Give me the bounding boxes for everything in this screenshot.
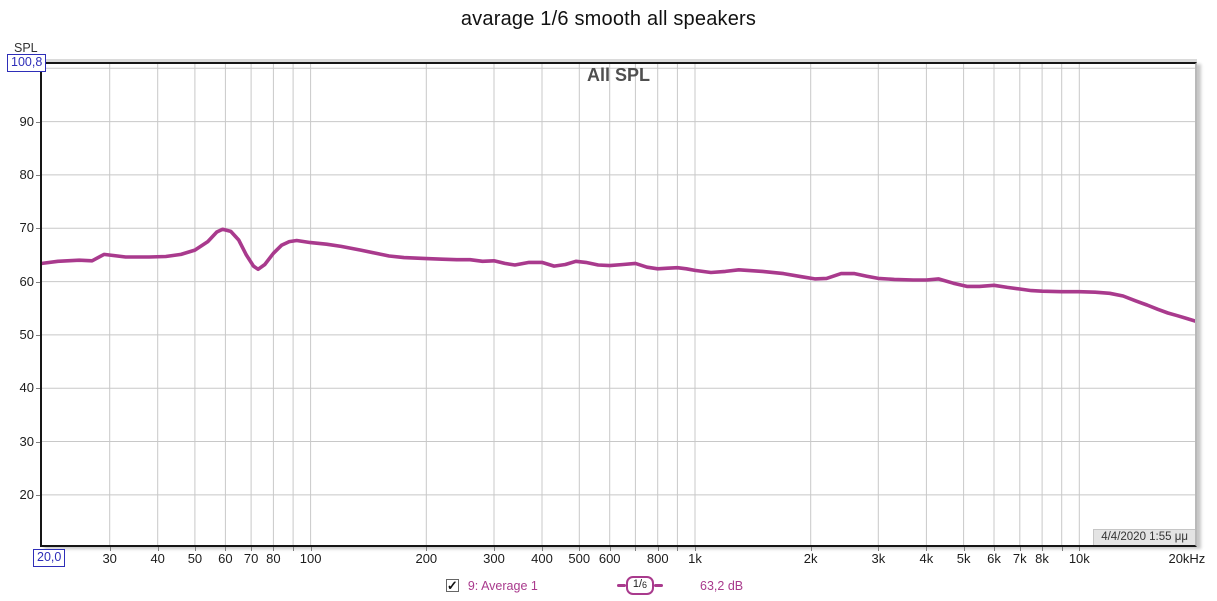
x-tick-mark bbox=[157, 547, 159, 551]
x-tick-mark bbox=[926, 547, 928, 551]
x-tick-label: 50 bbox=[187, 551, 203, 566]
timestamp-badge: 4/4/2020 1:55 μμ bbox=[1093, 529, 1195, 545]
y-tick-label: 20 bbox=[19, 486, 34, 502]
y-tick-mark bbox=[36, 334, 40, 336]
checkmark-icon: ✓ bbox=[446, 577, 458, 593]
x-tick-label: 2k bbox=[803, 551, 818, 566]
x-tick-mark bbox=[694, 547, 696, 551]
trace-line-segment-left bbox=[616, 584, 626, 587]
x-tick-label: 500 bbox=[568, 551, 591, 566]
x-tick-mark bbox=[293, 547, 295, 551]
x-tick-mark bbox=[579, 547, 581, 551]
x-tick-mark bbox=[1019, 547, 1021, 551]
x-tick-label: 4k bbox=[919, 551, 934, 566]
x-tick-mark bbox=[109, 547, 111, 551]
x-tick-mark bbox=[251, 547, 253, 551]
y-tick-mark bbox=[36, 281, 40, 283]
x-tick-label: 80 bbox=[266, 551, 281, 566]
x-tick-label: 7k bbox=[1012, 551, 1027, 566]
x-tick-mark bbox=[677, 547, 679, 551]
x-tick-mark bbox=[426, 547, 428, 551]
x-tick-mark bbox=[273, 547, 275, 551]
x-tick-mark bbox=[994, 547, 996, 551]
x-tick-label: 6k bbox=[987, 551, 1001, 566]
x-tick-label: 40 bbox=[150, 551, 165, 566]
chart-title: All SPL bbox=[586, 65, 650, 85]
legend-bar: ✓ 9: Average 1 1/6 63,2 dB bbox=[0, 576, 1203, 595]
x-tick-mark bbox=[1061, 547, 1063, 551]
x-axis-min-field[interactable]: 20,0 bbox=[33, 549, 66, 567]
x-tick-label: 3k bbox=[871, 551, 886, 566]
x-tick-mark bbox=[878, 547, 880, 551]
trace-label: 9: Average 1 bbox=[467, 578, 538, 593]
x-tick-label: 300 bbox=[483, 551, 505, 566]
cursor-level-readout: 63,2 dB bbox=[700, 578, 744, 593]
x-tick-label: 30 bbox=[102, 551, 117, 566]
x-tick-label: 60 bbox=[218, 551, 233, 566]
x-tick-mark bbox=[194, 547, 196, 551]
spl-trace bbox=[42, 227, 1195, 323]
trace-line-segment-right bbox=[654, 584, 664, 587]
smoothing-value: 1/6 bbox=[625, 576, 655, 595]
y-tick-label: 30 bbox=[19, 433, 34, 449]
y-tick-mark bbox=[36, 174, 40, 176]
x-axis-end-label: 20kHz bbox=[1168, 551, 1206, 566]
y-tick-label: 70 bbox=[19, 220, 34, 236]
y-tick-mark bbox=[36, 228, 40, 230]
x-tick-label: 10k bbox=[1068, 551, 1090, 566]
smoothing-badge[interactable]: 1/6 bbox=[616, 576, 664, 595]
y-tick-mark bbox=[36, 494, 40, 496]
x-tick-mark bbox=[635, 547, 637, 551]
x-tick-mark bbox=[963, 547, 965, 551]
x-tick-label: 5k bbox=[956, 551, 971, 566]
x-tick-label: 200 bbox=[415, 551, 438, 566]
x-tick-mark bbox=[542, 547, 544, 551]
x-tick-label: 600 bbox=[598, 551, 621, 566]
x-tick-label: 1k bbox=[688, 551, 702, 566]
plot-area[interactable]: All SPL 4/4/2020 1:55 μμ bbox=[40, 62, 1197, 547]
x-tick-mark bbox=[810, 547, 812, 551]
x-tick-mark bbox=[310, 547, 312, 551]
y-axis-max-field[interactable]: 100,8 bbox=[7, 54, 47, 72]
x-tick-mark bbox=[1042, 547, 1044, 551]
x-tick-label: 8k bbox=[1035, 551, 1049, 566]
x-tick-mark bbox=[657, 547, 659, 551]
y-tick-mark bbox=[36, 388, 40, 390]
x-tick-mark bbox=[1079, 547, 1081, 551]
chart-canvas bbox=[42, 64, 1195, 545]
y-tick-mark bbox=[36, 121, 40, 123]
y-axis-name: SPL bbox=[14, 41, 38, 55]
y-tick-label: 50 bbox=[19, 326, 34, 342]
x-tick-label: 800 bbox=[646, 551, 669, 566]
y-tick-label: 40 bbox=[19, 380, 34, 396]
x-tick-label: 100 bbox=[299, 551, 322, 566]
x-tick-label: 400 bbox=[531, 551, 553, 566]
y-tick-label: 80 bbox=[19, 166, 34, 182]
x-tick-mark bbox=[225, 547, 227, 551]
page-title: avarage 1/6 smooth all speakers bbox=[460, 8, 757, 30]
x-tick-mark bbox=[609, 547, 611, 551]
x-tick-label: 70 bbox=[243, 551, 259, 566]
trace-visibility-checkbox[interactable]: ✓ bbox=[445, 577, 459, 593]
y-tick-label: 90 bbox=[19, 113, 34, 129]
x-tick-mark bbox=[494, 547, 495, 551]
y-tick-label: 60 bbox=[19, 273, 34, 289]
y-tick-mark bbox=[36, 441, 40, 443]
